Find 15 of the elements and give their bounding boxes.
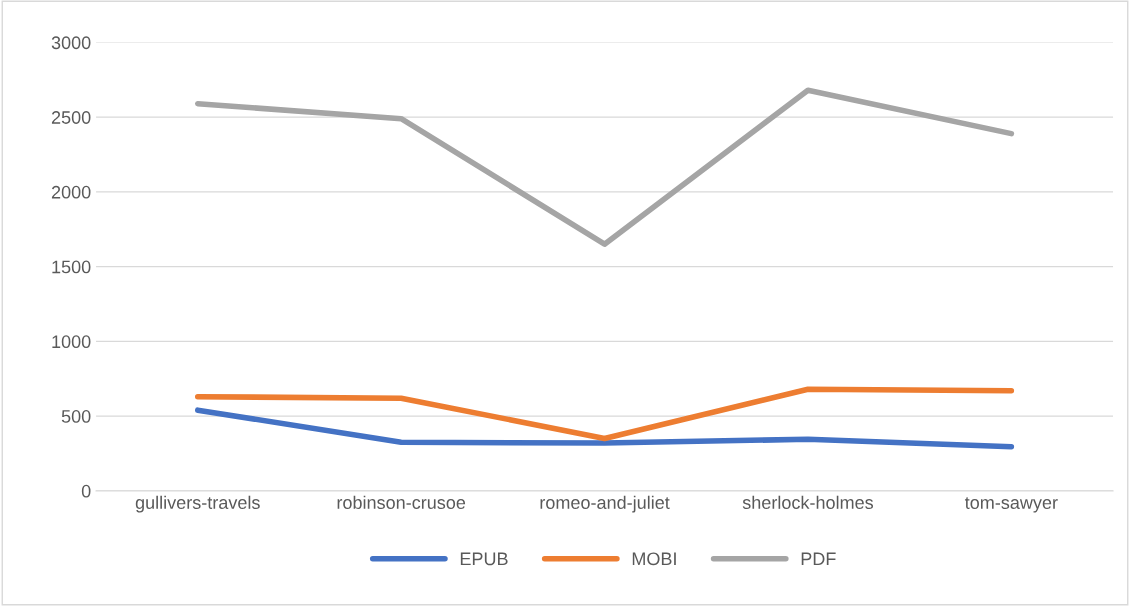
legend-label: EPUB [460, 552, 508, 566]
legend-label: PDF [801, 552, 836, 566]
y-tick-label: 500 [61, 410, 91, 423]
y-tick-label: 2000 [51, 185, 91, 199]
x-tick-label: robinson-crusoe [337, 495, 466, 509]
y-tick-label: 2500 [51, 111, 91, 124]
x-tick-label: romeo-and-juliet [540, 495, 670, 513]
x-tick-label: sherlock-holmes [742, 495, 874, 509]
y-tick-label: 3000 [51, 36, 91, 50]
x-tick-label: tom-sawyer [964, 497, 1058, 513]
y-tick-label: 0 [81, 484, 91, 498]
y-tick-label: 1000 [52, 335, 91, 349]
y-tick-label: 1500 [52, 260, 91, 274]
legend-label: MOBI [632, 552, 676, 566]
x-tick-label: gullivers-travels [135, 495, 260, 513]
